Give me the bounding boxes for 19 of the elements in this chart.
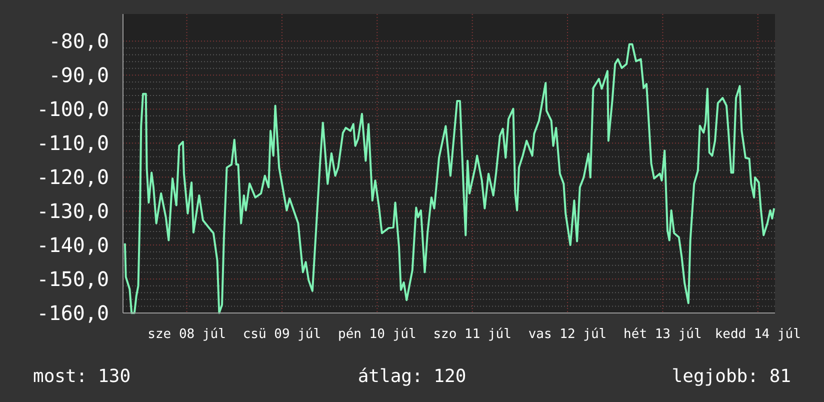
- y-tick-label: -120,0: [36, 165, 109, 190]
- y-tick-label: -140,0: [36, 233, 109, 258]
- y-tick-label: -130,0: [36, 199, 109, 224]
- text: most: 130: [33, 366, 131, 387]
- y-tick-label: -150,0: [36, 267, 109, 292]
- y-tick-label: -90,0: [48, 63, 109, 88]
- x-tick-label: szo 11 júl: [433, 327, 512, 342]
- x-tick-label: csü 09 júl: [242, 327, 322, 342]
- y-tick-label: -160,0: [36, 301, 109, 325]
- y-tick-label: -110,0: [36, 131, 109, 156]
- x-tick-label: pén 10 júl: [338, 327, 416, 342]
- x-tick-label: kedd 14 júl: [714, 327, 801, 342]
- y-tick-label: -80,0: [48, 29, 109, 54]
- text: átlag: 120: [358, 366, 466, 387]
- x-tick-label: sze 08 júl: [148, 327, 226, 342]
- x-tick-label: hét 13 júl: [624, 327, 702, 342]
- text: legjobb: 81: [672, 366, 791, 387]
- x-tick-label: vas 12 júl: [528, 327, 607, 342]
- y-tick-label: -100,0: [36, 97, 109, 122]
